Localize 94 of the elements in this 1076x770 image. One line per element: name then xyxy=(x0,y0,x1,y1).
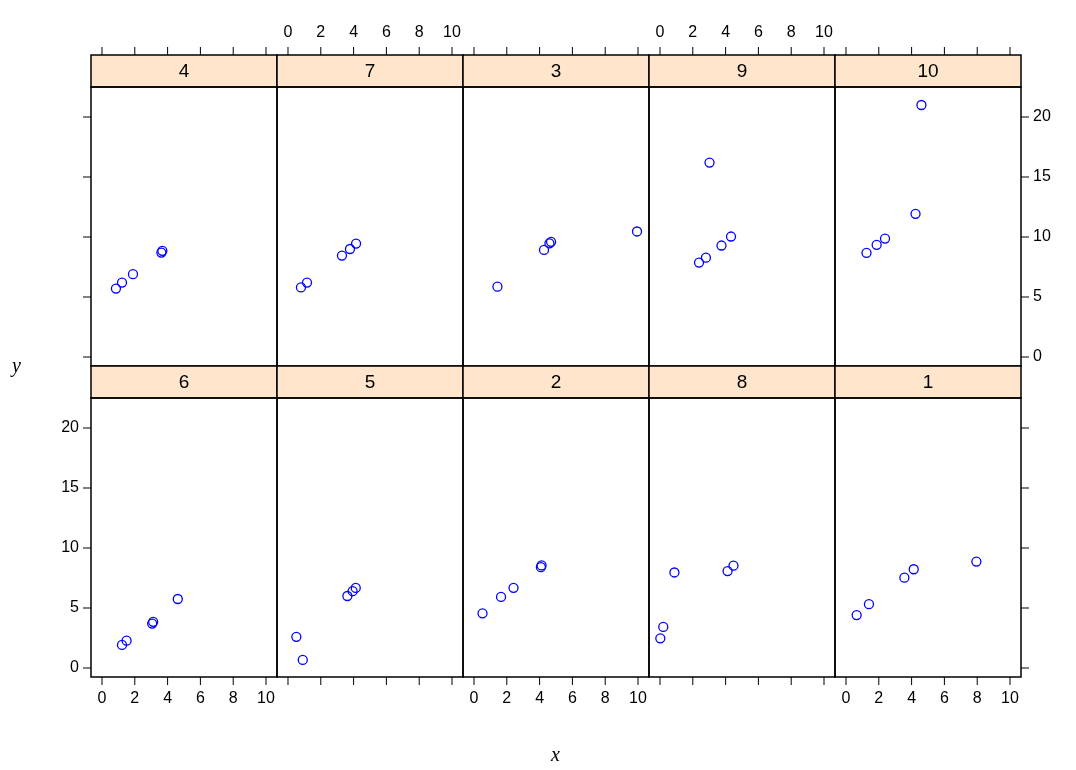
point xyxy=(350,238,362,249)
point xyxy=(342,590,353,602)
x-tick-label: 6 xyxy=(939,689,949,707)
chart-title: 2 xyxy=(550,371,562,393)
x-tick-label: 4 xyxy=(535,689,545,707)
point xyxy=(722,565,733,577)
point xyxy=(116,639,128,651)
chart-title: 10 xyxy=(917,60,939,82)
chart-title: 6 xyxy=(178,371,190,393)
point xyxy=(121,635,132,646)
x-tick-label: 4 xyxy=(721,23,731,41)
point xyxy=(716,240,727,251)
x-tick-label: 6 xyxy=(381,23,391,41)
y-tick-label: 5 xyxy=(1033,287,1042,305)
x-tick-label: 8 xyxy=(600,689,610,707)
point xyxy=(863,599,875,610)
x-tick-label: 8 xyxy=(228,689,238,707)
y-tick-label: 5 xyxy=(70,598,80,616)
x-tick-label: 2 xyxy=(874,689,884,707)
point xyxy=(127,269,139,280)
x-tick-label: 10 xyxy=(443,23,462,41)
point xyxy=(631,226,643,237)
y-tick-label: 15 xyxy=(1033,167,1051,185)
x-tick-label: 0 xyxy=(97,689,107,707)
point xyxy=(297,654,308,666)
x-tick-label: 8 xyxy=(786,23,796,41)
y-tick-label: 10 xyxy=(61,538,80,556)
point xyxy=(336,250,348,261)
x-tick-label: 4 xyxy=(349,23,359,41)
point xyxy=(704,157,715,168)
x-tick-label: 0 xyxy=(655,23,665,41)
x-tick-label: 8 xyxy=(414,23,424,41)
x-tick-label: 8 xyxy=(972,689,982,707)
chart-title: 9 xyxy=(736,60,748,82)
point xyxy=(725,231,737,242)
point xyxy=(910,208,921,219)
chart-title: 8 xyxy=(736,371,748,393)
y-tick-label: 0 xyxy=(1033,347,1042,365)
point xyxy=(879,233,891,244)
x-tick-label: 2 xyxy=(688,23,698,41)
x-tick-label: 6 xyxy=(753,23,763,41)
point xyxy=(899,572,910,583)
point xyxy=(700,252,712,263)
y-tick-label: 10 xyxy=(1033,227,1051,245)
point xyxy=(492,281,503,292)
point xyxy=(908,564,919,575)
point xyxy=(116,277,128,288)
point xyxy=(347,586,358,597)
y-axis-title: y xyxy=(12,354,21,377)
point xyxy=(871,239,882,250)
point xyxy=(508,582,519,593)
point xyxy=(971,556,982,567)
point xyxy=(861,247,872,258)
x-tick-label: 2 xyxy=(502,689,512,707)
y-tick-label: 20 xyxy=(1033,107,1051,125)
y-tick-label: 15 xyxy=(61,478,80,496)
point xyxy=(669,567,680,578)
chart-title: 4 xyxy=(178,60,190,82)
x-tick-label: 0 xyxy=(469,689,479,707)
x-tick-label: 0 xyxy=(283,23,293,41)
y-tick-label: 20 xyxy=(61,418,80,436)
x-axis-title: x xyxy=(551,743,560,766)
point xyxy=(110,283,122,294)
point xyxy=(350,582,361,594)
point xyxy=(728,560,739,571)
point xyxy=(916,99,927,111)
y-tick-label: 0 xyxy=(70,658,80,676)
point xyxy=(658,621,669,633)
x-tick-label: 10 xyxy=(257,689,276,707)
point xyxy=(295,282,307,293)
point xyxy=(655,633,666,644)
point xyxy=(291,631,302,642)
x-tick-label: 4 xyxy=(907,689,917,707)
x-tick-label: 6 xyxy=(195,689,205,707)
chart-title: 7 xyxy=(364,60,376,82)
x-tick-label: 2 xyxy=(316,23,326,41)
point xyxy=(495,591,507,603)
point xyxy=(477,608,488,619)
x-tick-label: 2 xyxy=(130,689,140,707)
point xyxy=(693,257,705,268)
point xyxy=(851,609,862,621)
chart-title: 3 xyxy=(550,60,562,82)
chart-title: 1 xyxy=(922,371,934,393)
point xyxy=(172,593,183,605)
x-tick-label: 10 xyxy=(815,23,834,41)
x-tick-label: 10 xyxy=(1001,689,1020,707)
x-tick-label: 0 xyxy=(841,689,851,707)
x-tick-label: 4 xyxy=(163,689,173,707)
point xyxy=(301,277,313,288)
chart-title: 5 xyxy=(364,371,376,393)
point xyxy=(344,243,356,255)
x-tick-label: 10 xyxy=(629,689,648,707)
x-tick-label: 6 xyxy=(567,689,577,707)
point xyxy=(538,244,550,256)
